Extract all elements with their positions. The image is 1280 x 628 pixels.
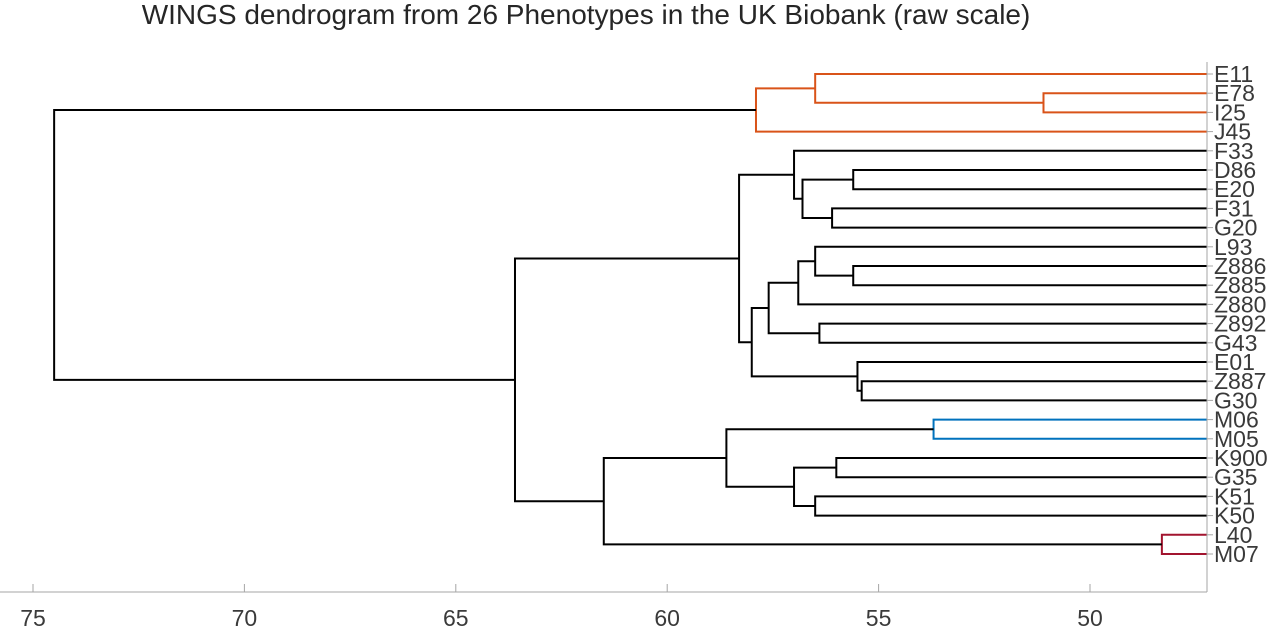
- leaf-label: K51: [1214, 483, 1255, 509]
- leaf-label: E20: [1214, 176, 1255, 202]
- leaf-label: G35: [1214, 464, 1257, 490]
- leaf-label: L93: [1214, 234, 1252, 260]
- leaf-label: E11: [1214, 61, 1253, 87]
- dendrogram-link-n1: [1042, 92, 1207, 114]
- dendrogram-link-n13: [860, 380, 1207, 402]
- leaf-label: Z887: [1214, 368, 1266, 394]
- leaf-label: Z886: [1214, 253, 1266, 279]
- leaf-label: M05: [1214, 426, 1259, 452]
- leaf-label: G20: [1214, 215, 1257, 241]
- leaf-label: D86: [1214, 157, 1256, 183]
- x-tick-label: 70: [232, 605, 258, 628]
- dendrogram-link-n23: [602, 457, 1162, 546]
- dendrogram-link-n4: [852, 169, 1207, 191]
- leaf-label: J45: [1214, 119, 1251, 145]
- dendrogram-link-n9: [814, 245, 1207, 277]
- leaf-label: K900: [1214, 445, 1268, 471]
- leaf-label: I25: [1214, 99, 1246, 125]
- leaf-label: Z892: [1214, 311, 1266, 337]
- leaf-label: Z880: [1214, 291, 1266, 317]
- leaf-label: M06: [1214, 407, 1259, 433]
- dendrogram-link-n3: [754, 87, 1207, 133]
- dendrogram-link-n11: [818, 322, 1207, 344]
- x-tick-label: 50: [1077, 605, 1103, 628]
- x-tick-label: 65: [443, 605, 469, 628]
- x-tick-label: 55: [866, 605, 892, 628]
- leaf-label: M07: [1214, 541, 1259, 567]
- dendrogram-link-n5: [831, 207, 1207, 229]
- dendrogram-link-n7: [793, 149, 1207, 200]
- leaf-label: G30: [1214, 387, 1257, 413]
- dendrogram-link-n17: [932, 418, 1207, 440]
- dendrogram-link-n12: [767, 281, 820, 335]
- dendrogram-link-n16: [738, 173, 795, 344]
- axes: [0, 62, 1213, 593]
- leaf-label: F31: [1214, 195, 1254, 221]
- dendrogram-link-n14: [856, 361, 1207, 392]
- chart-title: WINGS dendrogram from 26 Phenotypes in t…: [142, 0, 1031, 30]
- dendrogram-link-n25: [53, 109, 756, 381]
- dendrogram-link-n19: [814, 495, 1207, 517]
- dendrogram-link-n8: [852, 265, 1207, 287]
- x-tick-label: 75: [20, 605, 46, 628]
- dendrogram-link-n10: [797, 260, 1207, 306]
- leaf-label: G43: [1214, 330, 1257, 356]
- leaf-label: E78: [1214, 80, 1255, 106]
- dendrogram-link-n2: [814, 73, 1207, 104]
- dendrogram-link-n24: [513, 257, 740, 503]
- leaf-label: L40: [1214, 522, 1252, 548]
- leaf-label: E01: [1214, 349, 1255, 375]
- leaf-label: F33: [1214, 138, 1254, 164]
- dendrogram-link-n22: [1160, 533, 1207, 555]
- leaf-label: K50: [1214, 503, 1255, 529]
- x-tick-label: 60: [654, 605, 680, 628]
- dendrogram-links: [53, 73, 1207, 555]
- leaf-labels: E11E78I25J45F33D86E20F31G20L93Z886Z885Z8…: [1214, 61, 1268, 567]
- x-tick-labels: 75 70 65 60 55 50: [20, 605, 1103, 628]
- leaf-label: Z885: [1214, 272, 1266, 298]
- dendrogram-link-n6: [801, 178, 854, 219]
- dendrogram-link-n18: [835, 457, 1207, 479]
